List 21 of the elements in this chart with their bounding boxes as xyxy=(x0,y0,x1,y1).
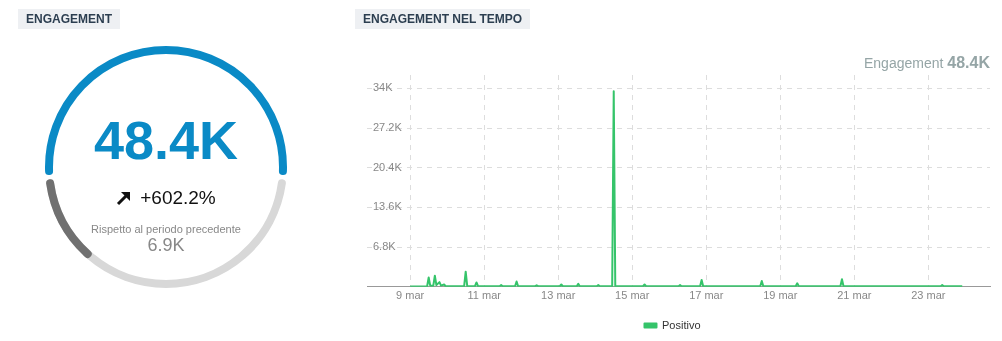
x-tick-label: 19 mar xyxy=(763,289,798,302)
x-tick-label: 21 mar xyxy=(837,289,872,302)
x-tick-label: 17 mar xyxy=(689,289,724,302)
text: 6.9K xyxy=(146,235,186,256)
text: Engagement 48.4K xyxy=(864,54,990,71)
chart-title: ENGAGEMENT NEL TEMPO xyxy=(355,9,531,29)
text: 48.4K xyxy=(92,110,240,170)
y-tick-label: 34K xyxy=(373,81,394,94)
text: Rispetto al periodo precedente xyxy=(90,222,242,236)
y-tick-label: 20.4K xyxy=(373,160,403,173)
x-tick-label: 11 mar xyxy=(467,289,502,302)
x-tick-label: 9 mar xyxy=(396,289,425,302)
x-tick-label: 15 mar xyxy=(615,289,650,302)
legend-label: Positivo xyxy=(661,318,701,331)
text: ENGAGEMENT xyxy=(18,9,121,29)
x-tick-label: 23 mar xyxy=(911,289,946,302)
y-tick-label: 27.2K xyxy=(373,121,403,134)
x-tick-label: 13 mar xyxy=(541,289,576,302)
text: +602.2% xyxy=(140,186,216,210)
y-tick-label: 6.8K xyxy=(373,240,397,253)
y-tick-label: 13.6K xyxy=(373,200,403,213)
